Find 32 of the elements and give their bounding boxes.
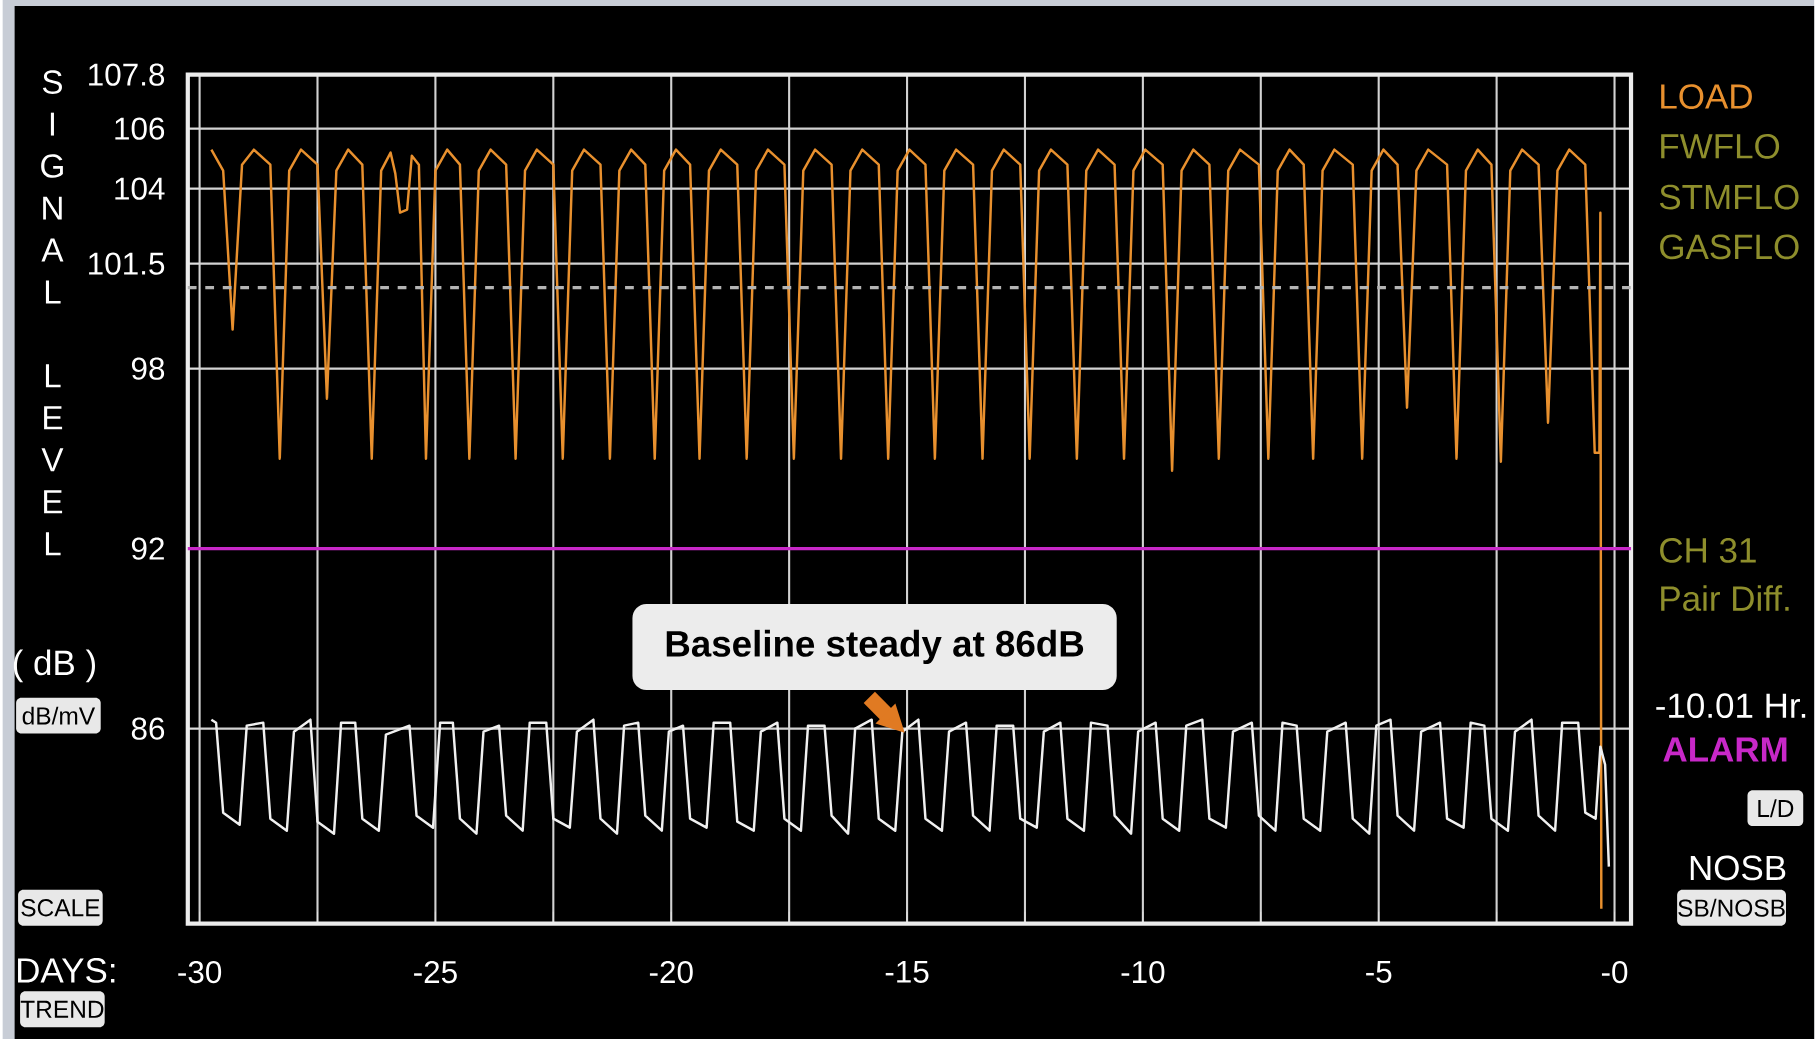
x-tick-label: -15	[885, 960, 929, 983]
ref-line-label: ALARM	[1663, 737, 1787, 762]
text: -10.01 Hr.	[1656, 693, 1806, 718]
x-axis-title: DAYS:	[18, 958, 115, 983]
text: SCALE	[21, 899, 100, 917]
y-tick-label: 86	[131, 717, 165, 740]
text: CH 31	[1660, 537, 1756, 563]
text: ( dB )	[13, 649, 95, 683]
text: GASFLO	[1660, 234, 1799, 260]
y-tick-label: 106	[115, 117, 165, 140]
text: NOSB	[1690, 855, 1786, 881]
text: FWFLO	[1661, 133, 1780, 159]
x-tick-label: -20	[649, 960, 693, 984]
y-tick-label: 101.5	[89, 252, 165, 275]
text: LOAD	[1661, 84, 1752, 109]
text: STMFLO	[1659, 184, 1799, 210]
y-tick-label: 104	[115, 177, 165, 200]
annotation: Baseline steady at 86dB	[666, 629, 1084, 665]
x-tick-label: -30	[178, 960, 222, 984]
y-tick-label: 92	[131, 537, 164, 560]
text: TREND	[20, 1000, 104, 1018]
text: SB/NOSB	[1678, 898, 1785, 917]
text: L/D	[1758, 799, 1794, 818]
x-tick-label: -0	[1601, 960, 1628, 984]
text: dB/mV	[22, 706, 96, 725]
y-tick-label: 98	[131, 357, 165, 380]
x-tick-label: -25	[414, 960, 457, 984]
text: Pair Diff.	[1661, 585, 1789, 611]
text: SIGNAL LEVEL	[41, 70, 64, 556]
y-tick-label: 107.8	[89, 63, 165, 86]
x-tick-label: -10	[1121, 960, 1165, 984]
x-tick-label: -5	[1366, 960, 1392, 983]
